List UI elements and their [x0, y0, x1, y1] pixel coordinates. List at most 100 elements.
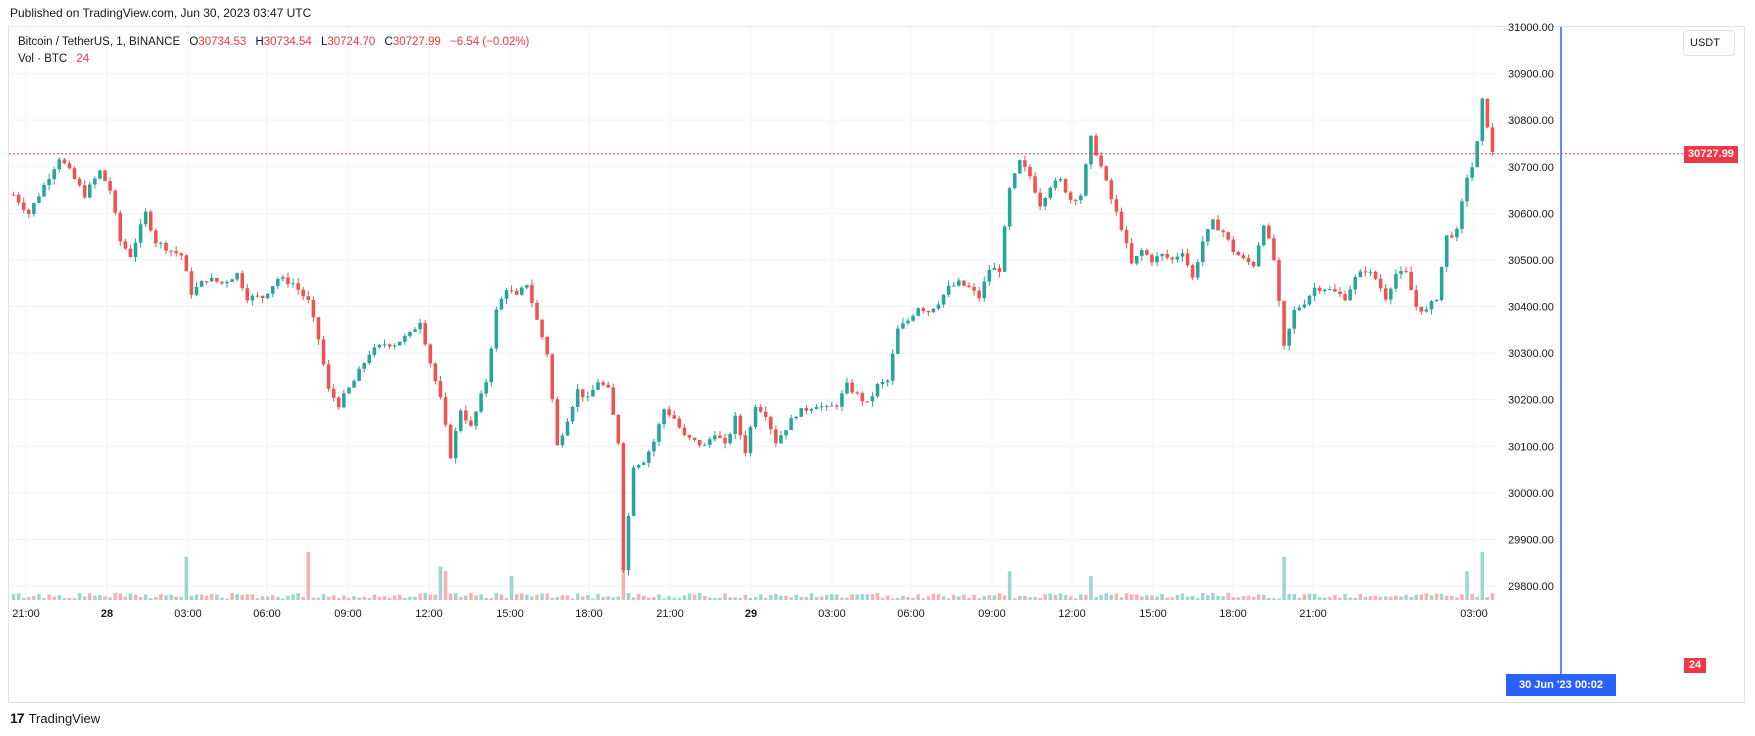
open-value: 30734.53 [198, 36, 247, 48]
y-tick-label: 30800.00 [1508, 115, 1554, 127]
volume-bar [514, 594, 519, 600]
volume-bar [809, 593, 814, 600]
candle-body [763, 411, 768, 417]
volume-label[interactable]: Vol · BTC [18, 53, 68, 65]
candle-body [367, 354, 372, 364]
candle-body [855, 392, 859, 394]
volume-bar [1099, 594, 1103, 600]
volume-bar [1277, 598, 1281, 600]
low-value: 30724.70 [327, 36, 376, 48]
candle-body [1414, 290, 1419, 307]
candle-body [916, 308, 920, 316]
candle-body [1470, 167, 1474, 178]
candle-body [113, 190, 117, 213]
volume-bar [1200, 593, 1205, 600]
candle-body [154, 230, 158, 244]
candle-body [1267, 225, 1271, 239]
volume-bar [82, 596, 87, 600]
candle-body [708, 439, 712, 445]
volume-bar [215, 594, 219, 600]
candle-body [647, 451, 651, 463]
candle-body [1287, 328, 1291, 346]
close-label: C [384, 36, 393, 48]
candle-body [992, 267, 997, 270]
candle-body [1297, 307, 1302, 310]
candle-body [240, 273, 245, 289]
volume-bar [519, 593, 524, 600]
volume-bar [1282, 556, 1286, 600]
low-label: L [320, 36, 328, 48]
candle-body [1063, 179, 1068, 193]
candle-body [957, 280, 961, 286]
volume-bar [1338, 597, 1342, 600]
last-volume-tag: 24 [1684, 658, 1706, 673]
volume-bar [1465, 571, 1469, 600]
candle-body [1333, 289, 1337, 292]
last-price-tag: 30727.99 [1684, 145, 1738, 163]
volume-bar [392, 595, 397, 600]
currency-unit-button[interactable]: USDT [1683, 30, 1735, 56]
volume-bar [1429, 595, 1434, 600]
volume-bar [1353, 597, 1358, 600]
volume-bar [652, 597, 656, 600]
volume-bar [677, 598, 682, 600]
volume-bar [469, 592, 473, 600]
candle-body [199, 281, 204, 287]
volume-bar [748, 597, 753, 600]
volume-bar [372, 594, 377, 600]
y-tick-label: 30400.00 [1508, 302, 1554, 314]
candle-body [1048, 187, 1053, 198]
candle-body [875, 384, 880, 397]
volume-bar [580, 596, 585, 600]
volume-bar [1322, 597, 1327, 600]
tradingview-brand[interactable]: 17 TradingView [10, 710, 100, 726]
volume-bar [154, 597, 158, 600]
volume-bar [1368, 596, 1373, 600]
candle-body [194, 286, 199, 295]
volume-bar [1114, 593, 1119, 600]
volume-bar [250, 594, 255, 600]
volume-bar [1261, 594, 1266, 600]
candle-body [1190, 265, 1195, 278]
candle-body [98, 170, 102, 179]
volume-bar [916, 594, 920, 600]
volume-bar [530, 596, 534, 600]
volume-bar [1221, 596, 1225, 600]
candle-body [1317, 287, 1322, 292]
candle-body [1170, 257, 1175, 260]
volume-bar [47, 594, 51, 600]
volume-bar [1251, 596, 1256, 600]
volume-bar [865, 594, 870, 600]
candle-body [845, 382, 849, 394]
candle-body [865, 401, 870, 403]
volume-bar [169, 594, 173, 600]
candle-body [972, 286, 976, 291]
candle-body [901, 323, 905, 329]
volume-bar [1073, 598, 1078, 600]
volume-bar [1439, 594, 1444, 600]
candle-body [824, 406, 829, 408]
volume-bar [896, 597, 900, 600]
volume-bar [32, 596, 36, 600]
volume-bar [458, 597, 463, 600]
candle-body [1409, 271, 1413, 291]
candle-body [1363, 271, 1368, 273]
volume-bar [1328, 597, 1332, 600]
volume-bar [443, 571, 448, 600]
candle-body [291, 283, 295, 285]
candle-body [250, 295, 255, 301]
candle-body [133, 242, 138, 257]
volume-bar [611, 597, 616, 600]
volume-bar [326, 596, 331, 600]
candle-body [753, 407, 758, 428]
volume-bar [890, 598, 895, 600]
volume-bar [1292, 593, 1297, 600]
candle-body [982, 281, 987, 299]
volume-bar [1383, 596, 1388, 600]
volume-bar [936, 594, 941, 600]
volume-bar [733, 597, 737, 600]
candle-body [860, 393, 865, 402]
symbol-label[interactable]: Bitcoin / TetherUS, 1, BINANCE [18, 36, 181, 48]
candle-body [1241, 255, 1246, 259]
